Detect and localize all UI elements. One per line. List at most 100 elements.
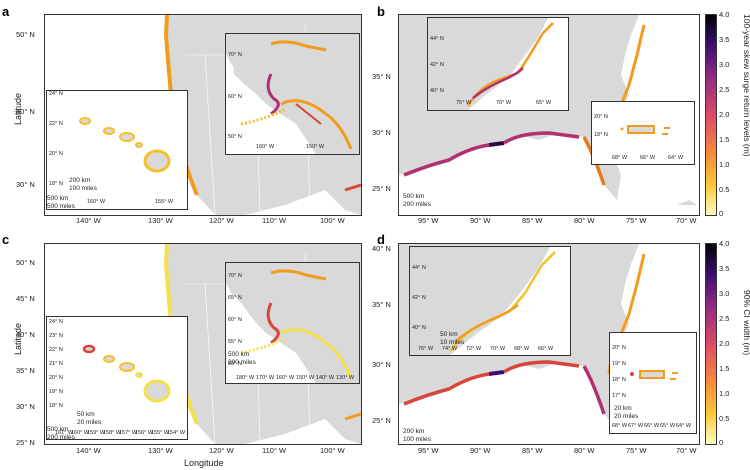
northeast-d-graphic <box>410 247 556 355</box>
puerto-rico-graphic <box>620 125 670 135</box>
northeast-inset-d: 44° N 42° N 40° N 76° W 74° W 72° W 70° … <box>409 246 571 356</box>
lon-tick-b-1: 95° W <box>418 216 439 225</box>
lat-tick-c-4: 35° N <box>16 366 35 375</box>
panel-label-d: d <box>377 232 385 247</box>
alaska-c-lon-4: 150° W <box>296 375 315 381</box>
coastline-surge-gulf <box>344 183 361 192</box>
alaska-lat-3: 50° N <box>228 134 242 140</box>
lon-tick-d-4: 80° W <box>574 446 595 455</box>
ne-lon-1: 75° W <box>456 100 472 106</box>
alaska-lat-2: 60° N <box>228 94 242 100</box>
ne-d-lon-2: 74° W <box>442 346 458 352</box>
puerto-rico-d-graphic <box>630 370 678 380</box>
hawaii-c-lon-5: 157° W <box>119 430 138 436</box>
panel-label-a: a <box>2 4 10 19</box>
hawaii-lat-4: 18° N <box>49 181 63 187</box>
ne-d-lat-3: 40° N <box>412 325 426 331</box>
hawaii-c-lon-4: 158° W <box>103 430 122 436</box>
puerto-rico-inset-d: 20° N 19° N 18° N 17° N 68° W 67° W 66° … <box>609 332 697 434</box>
pr-d-lon-3: 66° W <box>644 423 660 429</box>
hawaii-lat-2: 22° N <box>49 121 63 127</box>
hawaii-lat-3: 20° N <box>49 151 63 157</box>
hawaii-c-lat-3: 22° N <box>49 347 63 353</box>
lat-tick-c-6: 25° N <box>16 438 35 447</box>
colorbar-title-top: 100-year skew surge return levels (m) <box>742 14 750 157</box>
lon-tick-a-2: 130° W <box>148 216 173 225</box>
alaska-c-lat-1: 70° N <box>228 273 242 279</box>
lon-tick-b-5: 75° W <box>626 216 647 225</box>
lat-tick-b-3: 25° N <box>372 184 391 193</box>
alaska-inset-c: 70° N 65° N 60° N 55° N 50° N 180° W 170… <box>225 262 360 384</box>
hawaii-c-lat-7: 18° N <box>49 403 63 409</box>
cb-bot-tick-6: 1.5 <box>719 364 730 373</box>
ne-d-lat-1: 44° N <box>412 265 426 271</box>
lat-tick-d-1: 40° N <box>372 244 391 253</box>
pr-d-lon-2: 67° W <box>628 423 644 429</box>
lat-tick-d-4: 25° N <box>372 416 391 425</box>
cb-top-tick-2: 3.5 <box>719 35 730 44</box>
colorbar-ci-width <box>705 243 717 445</box>
lat-tick-b-1: 35° N <box>372 72 391 81</box>
colorbar-title-bottom: 90% CI width (m) <box>742 290 750 356</box>
pr-lon-3: 64° W <box>668 155 684 161</box>
cb-bot-tick-7: 1.0 <box>719 389 730 398</box>
main-scale-a: 500 km 500 miles <box>47 195 75 210</box>
cb-top-tick-5: 2.0 <box>719 110 730 119</box>
hawaii-c-lat-1: 24° N <box>49 319 63 325</box>
alaska-graphic <box>226 34 359 154</box>
lon-tick-d-2: 90° W <box>470 446 491 455</box>
lat-tick-c-2: 45° N <box>16 294 35 303</box>
alaska-lat-1: 70° N <box>228 52 242 58</box>
ne-lat-2: 42° N <box>430 62 444 68</box>
lat-tick-d-3: 30° N <box>372 360 391 369</box>
cb-top-tick-3: 3.0 <box>719 60 730 69</box>
ne-lon-3: 65° W <box>536 100 552 106</box>
hawaii-inset-c: 24° N 23° N 22° N 21° N 20° N 19° N 18° … <box>46 316 188 440</box>
hawaii-c-lon-6: 156° W <box>135 430 154 436</box>
lon-tick-c-1: 140° W <box>76 446 101 455</box>
lat-tick-b-2: 30° N <box>372 128 391 137</box>
cb-top-tick-4: 2.5 <box>719 85 730 94</box>
map-panel-b: 44° N 42° N 40° N 75° W 70° W 65° W 20° … <box>398 14 700 216</box>
hawaii-lon-2: 155° W <box>155 199 174 205</box>
cb-bot-tick-3: 3.0 <box>719 289 730 298</box>
longitude-label-c: Longitude <box>184 458 224 468</box>
alaska-c-lat-2: 65° N <box>228 295 242 301</box>
hawaii-c-lon-1: 161° W <box>55 430 74 436</box>
alaska-lon-2: 150° W <box>306 144 325 150</box>
lon-tick-d-3: 85° W <box>522 446 543 455</box>
hawaii-lat-1: 24° N <box>49 91 63 97</box>
lon-tick-b-6: 70° W <box>676 216 697 225</box>
hawaii-c-lat-4: 21° N <box>49 361 63 367</box>
alaska-c-lon-1: 180° W <box>236 375 255 381</box>
lat-tick-c-1: 50° N <box>16 258 35 267</box>
ne-d-lon-3: 72° W <box>466 346 482 352</box>
pr-lon-1: 68° W <box>612 155 628 161</box>
panel-label-c: c <box>2 232 10 247</box>
alaska-c-graphic <box>226 263 359 383</box>
lon-tick-d-1: 95° W <box>418 446 439 455</box>
alaska-c-lon-5: 140° W <box>316 375 335 381</box>
lon-tick-c-5: 100° W <box>320 446 345 455</box>
cb-bot-tick-1: 4.0 <box>719 239 730 248</box>
pr-d-lat-4: 17° N <box>612 393 626 399</box>
cb-top-tick-6: 1.5 <box>719 135 730 144</box>
hawaii-lon-1: 160° W <box>87 199 106 205</box>
lat-tick-c-3: 40° N <box>16 330 35 339</box>
hawaii-c-lat-6: 19° N <box>49 389 63 395</box>
alaska-inset: 70° N 60° N 50° N 160° W 150° W <box>225 33 360 155</box>
main-scale-c: 500 km 200 miles <box>47 426 75 441</box>
northeast-inset: 44° N 42° N 40° N 75° W 70° W 65° W <box>427 17 569 111</box>
cb-top-tick-9: 0 <box>719 209 724 218</box>
lon-tick-b-4: 80° W <box>574 216 595 225</box>
hawaii-c-lon-3: 159° W <box>87 430 106 436</box>
ne-lat-3: 40° N <box>430 88 444 94</box>
cb-bot-tick-4: 2.5 <box>719 314 730 323</box>
alaska-c-lat-4: 55° N <box>228 339 242 345</box>
ne-d-lon-4: 70° W <box>490 346 506 352</box>
cb-top-tick-8: 0.5 <box>719 185 730 194</box>
alaska-c-lon-2: 170° W <box>256 375 275 381</box>
hawaii-inset: 24° N 22° N 20° N 18° N 160° W 155° W 20… <box>46 90 188 210</box>
hawaii-c-scale: 50 km 20 miles <box>77 411 102 426</box>
ne-d-lon-1: 76° W <box>418 346 434 352</box>
